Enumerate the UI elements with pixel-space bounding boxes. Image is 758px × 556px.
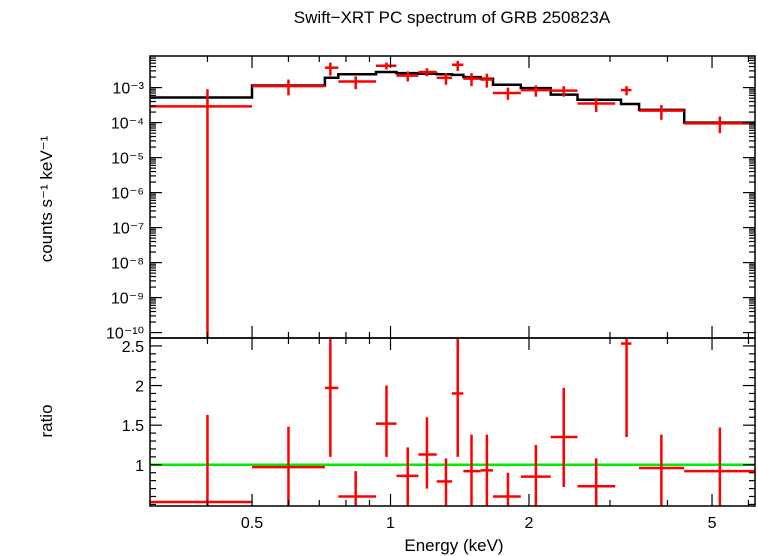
y-tick-label: 10⁻⁸ [111, 256, 144, 273]
y-tick-label: 10⁻⁶ [111, 186, 144, 203]
y-tick-label: 10⁻⁵ [111, 151, 144, 168]
y-tick-label: 2.5 [122, 339, 144, 356]
x-tick-label: 1 [386, 515, 395, 532]
y-tick-label: 10⁻³ [112, 81, 144, 98]
ratio-panel-frame [149, 337, 756, 507]
y-tick-label: 1.5 [122, 418, 144, 435]
x-axis-label: Energy (keV) [404, 536, 503, 555]
x-tick-label: 0.5 [241, 515, 263, 532]
y-tick-label: 1 [135, 458, 144, 475]
y-tick-label: 10⁻⁹ [111, 291, 144, 308]
y-tick-label: 10⁻¹⁰ [106, 326, 144, 343]
y-tick-label: 2 [135, 379, 144, 396]
spectrum-panel: 10⁻³ 10⁻⁴ 10⁻⁵ 10⁻⁶ 10⁻⁷ 10⁻⁸ 10⁻⁹ 10⁻¹⁰ [106, 55, 756, 343]
top-y-axis-label: counts s⁻¹ keV⁻¹ [37, 135, 56, 262]
x-tick-label: 2 [525, 515, 534, 532]
ratio-panel: 0.5 1 2 5 1 1.5 2 2.5 [122, 337, 756, 532]
y-tick-label: 10⁻⁴ [111, 116, 144, 133]
x-tick-label: 5 [708, 515, 717, 532]
chart-title: Swift−XRT PC spectrum of GRB 250823A [294, 8, 611, 27]
y-tick-label: 10⁻⁷ [112, 221, 144, 238]
model-step-line [150, 70, 755, 124]
bottom-y-axis-label: ratio [37, 404, 56, 437]
